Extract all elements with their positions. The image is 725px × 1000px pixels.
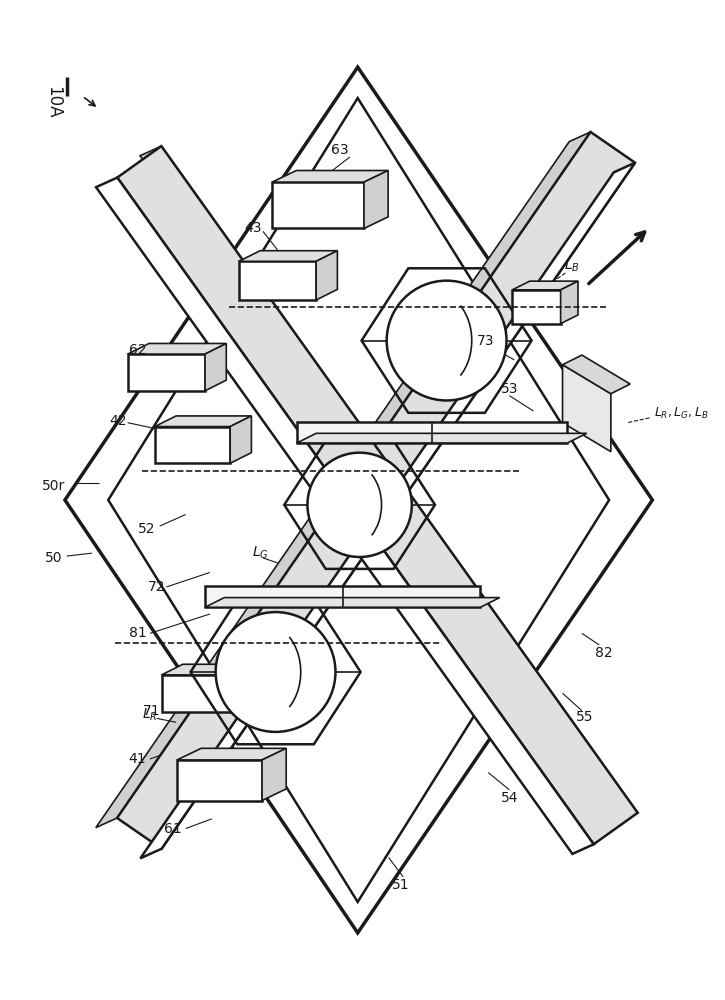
Polygon shape: [563, 355, 630, 394]
Polygon shape: [297, 422, 568, 443]
Polygon shape: [96, 178, 594, 854]
Polygon shape: [177, 760, 262, 801]
Polygon shape: [177, 748, 286, 760]
Polygon shape: [140, 146, 638, 822]
Polygon shape: [154, 416, 252, 427]
Polygon shape: [513, 281, 578, 290]
Text: 73: 73: [476, 334, 494, 348]
Text: 54: 54: [501, 791, 518, 805]
Polygon shape: [117, 146, 638, 844]
Text: 50: 50: [44, 551, 62, 565]
Text: 72: 72: [148, 580, 165, 594]
Polygon shape: [560, 281, 578, 324]
Polygon shape: [272, 171, 388, 182]
Polygon shape: [364, 171, 388, 228]
Text: 51: 51: [392, 878, 410, 892]
Text: $L_R$: $L_R$: [142, 706, 158, 723]
Text: 50r: 50r: [42, 479, 65, 493]
Polygon shape: [239, 251, 337, 261]
Polygon shape: [262, 748, 286, 801]
Polygon shape: [297, 433, 587, 443]
Text: 52: 52: [138, 522, 156, 536]
Text: 61: 61: [165, 822, 182, 836]
Polygon shape: [513, 290, 560, 324]
Polygon shape: [128, 354, 205, 391]
Polygon shape: [96, 132, 591, 828]
Polygon shape: [230, 416, 252, 463]
Text: 81: 81: [128, 626, 146, 640]
Text: $L_B$: $L_B$: [564, 258, 580, 274]
Text: 43: 43: [244, 221, 262, 235]
Polygon shape: [239, 261, 316, 300]
Text: 62: 62: [128, 343, 146, 357]
Polygon shape: [205, 586, 481, 607]
Circle shape: [386, 281, 507, 400]
Polygon shape: [205, 343, 226, 391]
Circle shape: [307, 453, 412, 557]
Text: $L_R, L_G, L_B$: $L_R, L_G, L_B$: [655, 405, 709, 421]
Polygon shape: [117, 132, 635, 849]
Text: 41: 41: [128, 752, 146, 766]
Text: 71: 71: [143, 704, 161, 718]
Polygon shape: [316, 251, 337, 300]
Polygon shape: [162, 675, 239, 712]
Text: 10A: 10A: [44, 86, 62, 119]
Text: $L_G$: $L_G$: [252, 545, 268, 561]
Text: 53: 53: [501, 382, 518, 396]
Polygon shape: [128, 343, 226, 354]
Text: 42: 42: [109, 414, 127, 428]
Text: 63: 63: [331, 143, 349, 157]
Polygon shape: [154, 427, 230, 463]
Text: 55: 55: [576, 710, 594, 724]
Circle shape: [215, 612, 336, 732]
Polygon shape: [272, 182, 364, 228]
Polygon shape: [239, 664, 260, 712]
Polygon shape: [141, 163, 635, 858]
Polygon shape: [205, 598, 500, 607]
Polygon shape: [563, 365, 611, 452]
Polygon shape: [65, 67, 652, 933]
Text: 82: 82: [595, 646, 613, 660]
Polygon shape: [162, 664, 260, 675]
